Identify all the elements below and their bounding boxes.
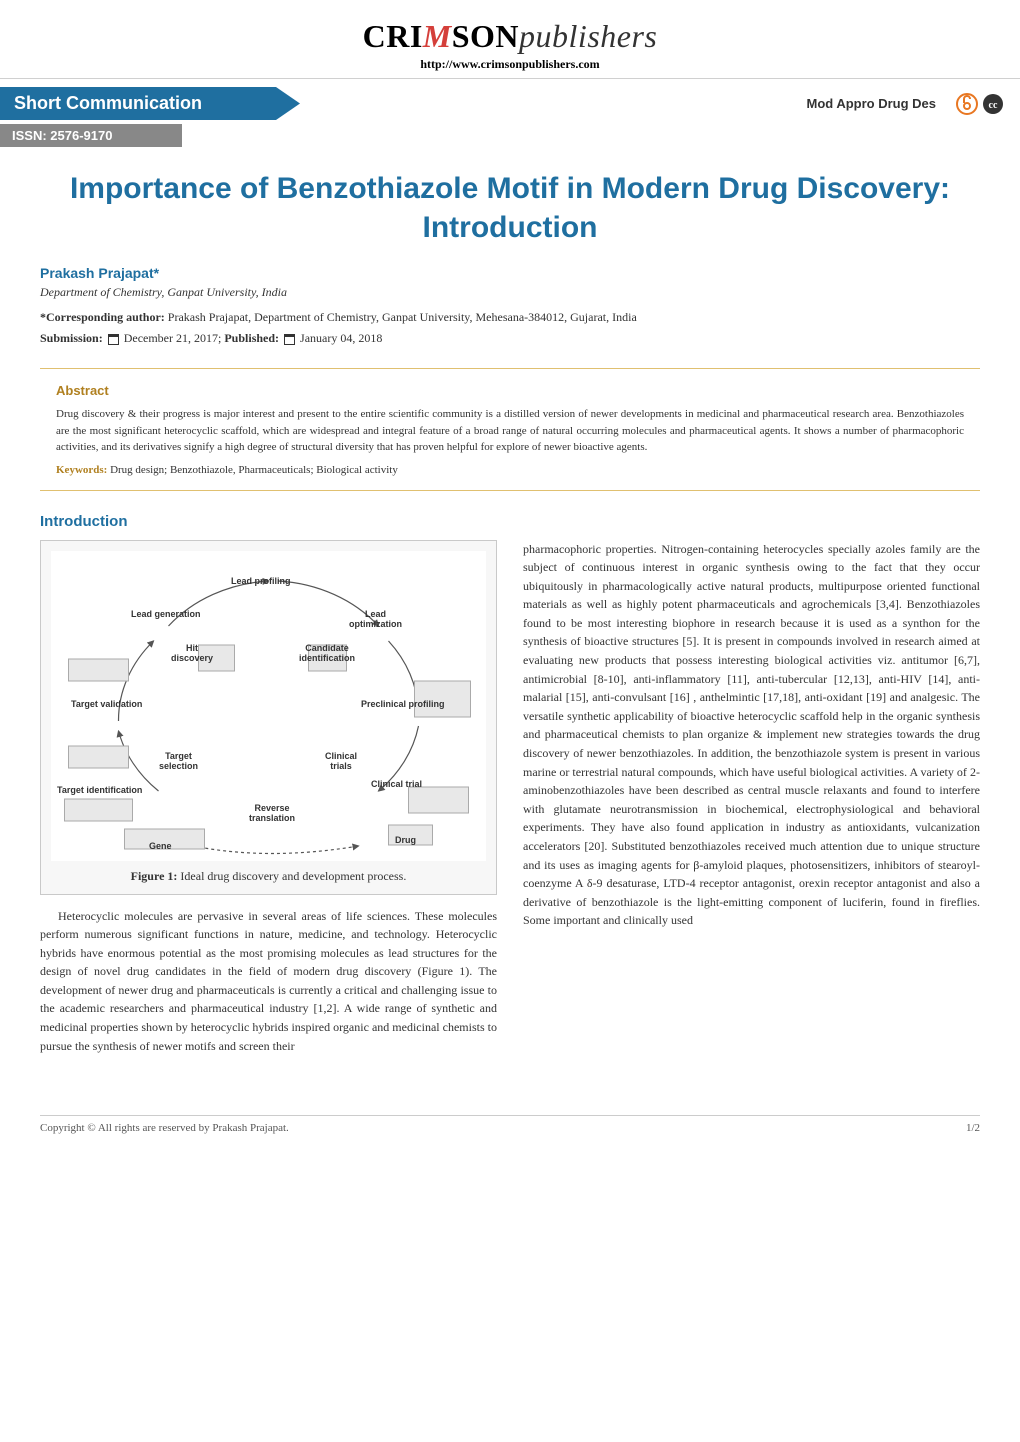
abstract-text: Drug discovery & their progress is major…	[56, 406, 964, 456]
logo-part-son: SON	[452, 18, 519, 54]
diagram-node-label: Clinical trial	[371, 779, 422, 789]
diagram-node-label: Lead optimization	[349, 609, 402, 629]
abstract-box: Abstract Drug discovery & their progress…	[40, 368, 980, 491]
open-access-icon	[956, 93, 978, 115]
submission-dates: Submission: December 21, 2017; Published…	[40, 331, 980, 346]
issn-label: ISSN: 2576-9170	[0, 124, 182, 147]
diagram-node-label: Target selection	[159, 751, 198, 771]
diagram-node-label: Hit discovery	[171, 643, 213, 663]
page-number: 1/2	[966, 1122, 980, 1134]
diagram-node-label: Reverse translation	[249, 803, 295, 823]
journal-right: Mod Appro Drug Des cc	[806, 93, 1020, 115]
open-access-icons: cc	[956, 93, 1004, 115]
diagram-node-label: Gene	[149, 841, 172, 851]
figure-caption-text: Ideal drug discovery and development pro…	[177, 869, 406, 883]
calendar-icon	[284, 334, 295, 345]
corresponding-label: *Corresponding author:	[40, 310, 165, 324]
published-label: Published:	[224, 331, 279, 345]
article-title: Importance of Benzothiazole Motif in Mod…	[40, 169, 980, 247]
introduction-heading: Introduction	[40, 513, 980, 530]
diagram-node-label: Target validation	[71, 699, 142, 709]
diagram-node-label: Lead profiling	[231, 576, 291, 586]
publisher-header: CRIMSONpublishers http://www.crimsonpubl…	[0, 0, 1020, 79]
diagram-node-label: Lead generation	[131, 609, 201, 619]
banner-row: Short Communication Mod Appro Drug Des c…	[0, 87, 1020, 120]
svg-text:cc: cc	[989, 100, 998, 111]
corresponding-author: *Corresponding author: Prakash Prajapat,…	[40, 310, 980, 325]
submission-label: Submission:	[40, 331, 103, 345]
abstract-heading: Abstract	[56, 383, 964, 398]
corresponding-text: Prakash Prajapat, Department of Chemistr…	[165, 310, 637, 324]
logo-part-m: M	[423, 18, 452, 54]
keywords-label: Keywords:	[56, 464, 107, 476]
keywords-text: Drug design; Benzothiazole, Pharmaceutic…	[107, 464, 398, 476]
copyright-text: Copyright © All rights are reserved by P…	[40, 1122, 289, 1134]
logo-part-publishers: publishers	[519, 18, 657, 54]
journal-name: Mod Appro Drug Des	[806, 96, 936, 111]
publisher-url: http://www.crimsonpublishers.com	[0, 57, 1020, 72]
two-column-layout: Lead profiling Lead generation Lead optimi…	[40, 540, 980, 1056]
page-footer: Copyright © All rights are reserved by P…	[40, 1115, 980, 1134]
keywords-line: Keywords: Drug design; Benzothiazole, Ph…	[56, 464, 964, 476]
author-name: Prakash Prajapat*	[40, 265, 980, 281]
published-date: January 04, 2018	[300, 331, 382, 345]
figure-caption-label: Figure 1:	[131, 869, 178, 883]
submission-date: December 21, 2017;	[124, 331, 225, 345]
diagram-node-label: Clinical trials	[325, 751, 357, 771]
left-column-paragraph: Heterocyclic molecules are pervasive in …	[40, 907, 497, 1056]
cc-icon: cc	[982, 93, 1004, 115]
article-type-banner: Short Communication	[0, 87, 300, 120]
calendar-icon	[108, 334, 119, 345]
diagram-node-label: Target identification	[57, 785, 142, 795]
diagram-node-label: Drug	[395, 835, 416, 845]
diagram-node-label: Preclinical profiling	[361, 699, 445, 709]
author-affiliation: Department of Chemistry, Ganpat Universi…	[40, 285, 980, 300]
right-column-paragraph: pharmacophoric properties. Nitrogen-cont…	[523, 540, 980, 930]
publisher-logo: CRIMSONpublishers	[0, 18, 1020, 55]
left-column: Lead profiling Lead generation Lead optimi…	[40, 540, 497, 1056]
figure-1-caption: Figure 1: Ideal drug discovery and devel…	[51, 869, 486, 884]
logo-part-cri: CRI	[363, 18, 423, 54]
diagram-node-label: Candidate identification	[299, 643, 355, 663]
figure-1-box: Lead profiling Lead generation Lead optimi…	[40, 540, 497, 895]
figure-1-diagram: Lead profiling Lead generation Lead optimi…	[51, 551, 486, 861]
right-column: pharmacophoric properties. Nitrogen-cont…	[523, 540, 980, 1056]
